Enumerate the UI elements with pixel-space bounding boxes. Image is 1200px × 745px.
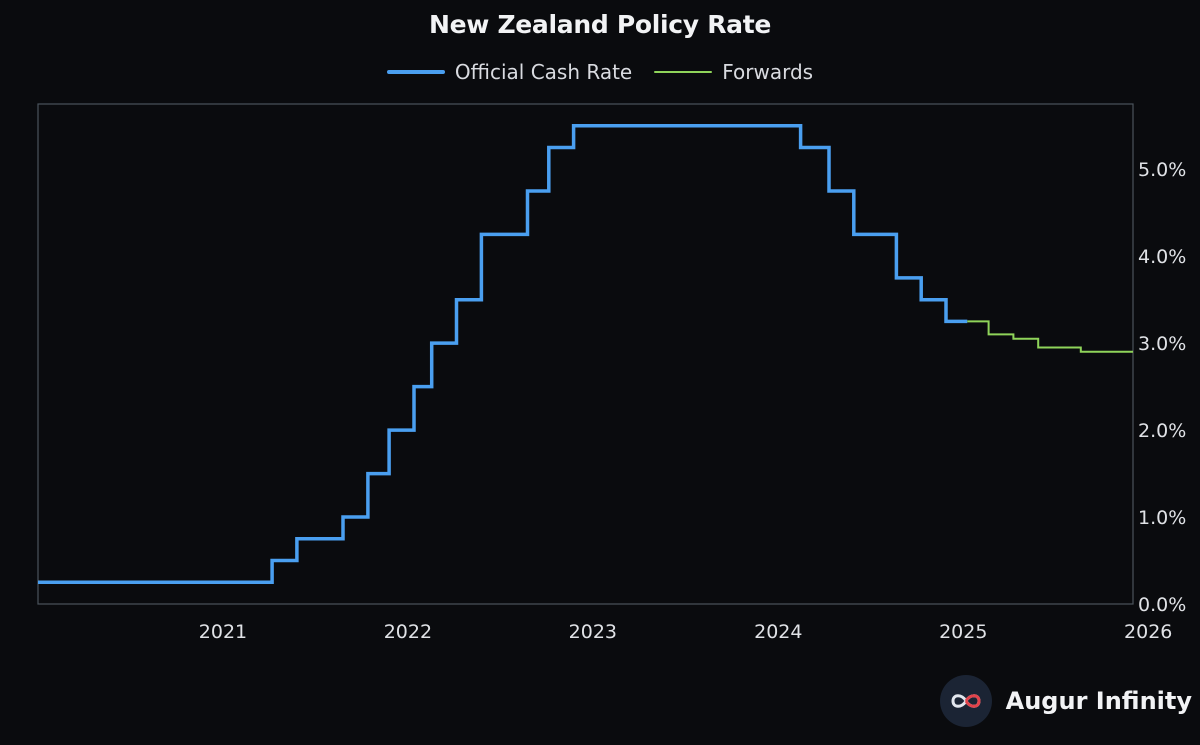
chart-legend: Official Cash Rate Forwards	[0, 60, 1200, 84]
y-tick-label: 0.0%	[1138, 594, 1186, 616]
y-tick-label: 4.0%	[1138, 246, 1186, 268]
legend-swatch-forwards	[654, 71, 713, 73]
infinity-logo-icon	[939, 675, 992, 727]
legend-label-ocr: Official Cash Rate	[454, 60, 633, 84]
brand-name: Augur Infinity	[1005, 687, 1192, 715]
series-line-forwards	[967, 320, 1133, 353]
chart-title: New Zealand Policy Rate	[428, 10, 772, 39]
y-tick-label: 1.0%	[1138, 507, 1186, 529]
plot-frame	[37, 103, 1134, 605]
x-tick-label: 2024	[754, 621, 802, 643]
x-tick-label: 2023	[569, 621, 617, 643]
x-tick-label: 2021	[199, 621, 247, 643]
legend-label-forwards: Forwards	[722, 60, 814, 84]
y-tick-label: 2.0%	[1138, 420, 1186, 442]
legend-swatch-ocr	[386, 70, 445, 74]
x-tick-label: 2026	[1124, 621, 1172, 643]
series-line-ocr	[38, 123, 968, 585]
legend-item-ocr[interactable]: Official Cash Rate	[386, 60, 633, 84]
legend-item-forwards[interactable]: Forwards	[654, 60, 813, 84]
y-tick-label: 5.0%	[1138, 159, 1186, 181]
x-tick-label: 2022	[384, 621, 432, 643]
y-tick-label: 3.0%	[1138, 333, 1186, 355]
brand: Augur Infinity	[939, 675, 1192, 727]
x-tick-label: 2025	[939, 621, 987, 643]
